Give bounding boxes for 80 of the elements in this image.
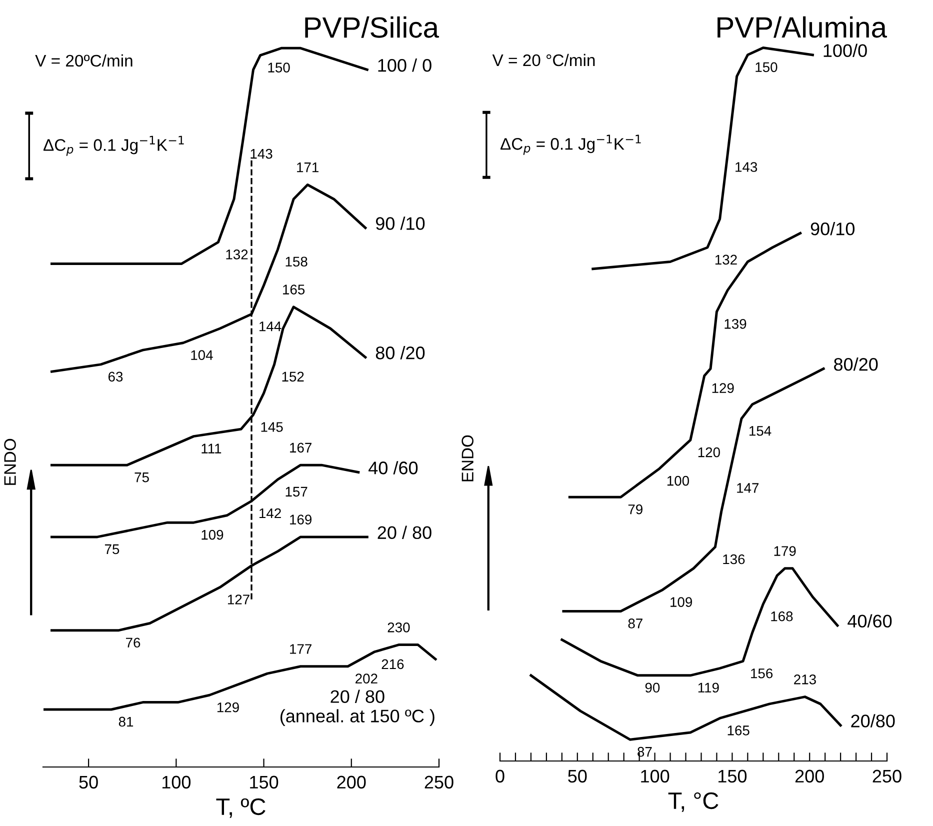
annotation: 129 bbox=[217, 702, 239, 712]
series-label: 80 /20 bbox=[376, 346, 425, 360]
annotation: 177 bbox=[290, 644, 312, 654]
annotation: 158 bbox=[286, 256, 308, 267]
annotation: 150 bbox=[268, 62, 290, 72]
x-tick-label: 50 bbox=[568, 770, 587, 783]
annotation: V = 20ºC/min bbox=[35, 54, 132, 67]
annotation: 152 bbox=[282, 372, 304, 382]
annotation: 120 bbox=[698, 447, 720, 458]
y-axis-title: ENDO bbox=[462, 435, 474, 482]
chart-title: PVP/Alumina bbox=[718, 16, 887, 38]
x-tick-label: 50 bbox=[79, 776, 98, 789]
annotation: 144 bbox=[260, 322, 282, 332]
series-label: 40/60 bbox=[848, 614, 892, 628]
annotation: 87 bbox=[628, 618, 642, 628]
annotation: 230 bbox=[388, 622, 410, 632]
annotation: 167 bbox=[290, 442, 312, 453]
series-label: 90 /10 bbox=[376, 216, 425, 230]
series-label: 100/0 bbox=[824, 44, 867, 57]
annotation: 109 bbox=[202, 530, 224, 540]
x-tick-label: 150 bbox=[718, 770, 747, 783]
annotation: 171 bbox=[297, 162, 318, 172]
x-tick-label: 150 bbox=[250, 776, 278, 789]
x-tick-label: 100 bbox=[162, 776, 191, 789]
annotation: 156 bbox=[751, 668, 773, 678]
annotation: V = 20 °C/min bbox=[492, 54, 595, 66]
annotation: ΔC$_{p}$ = 0.1 Jg$^{−1}$K$^{−1}$ bbox=[43, 136, 184, 156]
annotation: 81 bbox=[118, 716, 134, 727]
annotation: 169 bbox=[290, 514, 312, 524]
annotation: 132 bbox=[715, 254, 737, 265]
annotation: 165 bbox=[283, 284, 305, 294]
annotation: 119 bbox=[698, 682, 719, 693]
annotation: ΔC$_{p}$ = 0.1 Jg$^{−1}$K$^{−1}$ bbox=[500, 134, 641, 155]
x-axis-title: T, ºC bbox=[216, 798, 266, 818]
annotation: 75 bbox=[134, 472, 149, 482]
y-axis-title: ENDO bbox=[4, 438, 16, 485]
annotation: 132 bbox=[226, 250, 248, 260]
annotation: 143 bbox=[250, 148, 272, 159]
series-label: 20 / 80 bbox=[378, 526, 432, 540]
annotation: 168 bbox=[771, 611, 793, 622]
annotation: 100 bbox=[667, 476, 690, 486]
annotation: 63 bbox=[108, 372, 123, 382]
x-axis-title: T, °C bbox=[668, 792, 718, 812]
annotation: 154 bbox=[749, 426, 772, 436]
annotation: 179 bbox=[774, 546, 796, 556]
x-tick-label: 250 bbox=[872, 770, 902, 783]
annotation: 104 bbox=[191, 350, 213, 360]
annotation: 75 bbox=[104, 544, 120, 554]
annotation: 87 bbox=[638, 746, 652, 757]
series-label: 20/80 bbox=[851, 714, 895, 728]
series-label: 90/10 bbox=[810, 222, 855, 236]
annotation: 213 bbox=[794, 674, 816, 684]
x-tick-label: 250 bbox=[424, 776, 454, 789]
annotation: 202 bbox=[356, 674, 378, 684]
annotation: 216 bbox=[382, 659, 404, 670]
annotation: 79 bbox=[628, 504, 642, 514]
annotation: 129 bbox=[712, 383, 734, 394]
series-label: 100 / 0 bbox=[378, 58, 432, 72]
series-label: 80/20 bbox=[834, 358, 878, 371]
annotation: 165 bbox=[728, 726, 750, 736]
x-tick-label: 0 bbox=[496, 770, 504, 783]
annotation: 90 bbox=[645, 682, 660, 693]
x-tick-label: 200 bbox=[795, 770, 824, 783]
series-label: 40 /60 bbox=[368, 461, 418, 474]
annotation: 147 bbox=[737, 483, 759, 493]
annotation: 143 bbox=[736, 162, 758, 172]
series-label: 20 / 80 (anneal. at 150 ºC ) bbox=[280, 690, 434, 726]
annotation: 157 bbox=[286, 486, 308, 497]
annotation: 111 bbox=[202, 444, 222, 454]
annotation: 150 bbox=[756, 62, 778, 72]
x-tick-label: 100 bbox=[641, 770, 670, 783]
annotation: 76 bbox=[126, 638, 140, 648]
annotation: 127 bbox=[228, 594, 250, 604]
annotation: 142 bbox=[260, 508, 281, 518]
chart-title: PVP/Silica bbox=[305, 16, 439, 38]
annotation: 136 bbox=[723, 554, 745, 564]
annotation: 139 bbox=[724, 318, 746, 329]
x-tick-label: 200 bbox=[337, 776, 366, 789]
annotation: 109 bbox=[670, 597, 692, 607]
annotation: 145 bbox=[261, 422, 283, 432]
